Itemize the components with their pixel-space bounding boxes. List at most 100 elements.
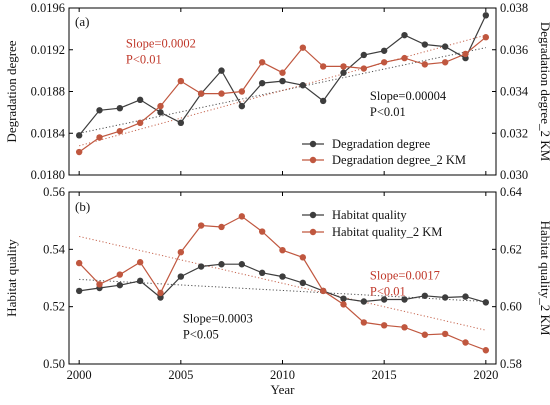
data-point [177,249,185,256]
data-point [218,67,225,74]
y2-tick-label: 0.62 [500,242,522,256]
data-point [136,259,144,266]
data-point [299,279,307,287]
data-point [238,261,246,268]
data-point [116,127,124,135]
data-point [218,261,225,268]
legend-marker [309,156,317,164]
data-point [116,105,124,112]
y2-axis-label: Degradation degree_2 KM [538,22,550,162]
legend-label: Habitat quality [332,208,407,222]
data-point [197,263,205,270]
y-tick-label: 0.0184 [31,126,66,140]
y2-tick-label: 0.60 [500,300,522,314]
data-point [177,77,185,85]
data-point [157,102,164,110]
data-point [136,96,144,104]
y-tick-label: 0.50 [43,357,65,371]
data-point [279,246,286,254]
data-point [421,41,429,48]
x-tick-label: 2010 [270,368,295,382]
data-point [360,298,368,305]
data-point [157,294,164,301]
y2-tick-label: 0.58 [500,357,522,371]
data-point [340,301,347,308]
trendline [79,34,486,147]
legend-marker [309,211,317,219]
data-point [360,65,368,72]
data-point [238,102,246,110]
y2-tick-label: 0.030 [500,168,528,182]
data-point [75,287,83,295]
data-point [340,69,347,76]
y2-tick-label: 0.038 [500,1,528,15]
data-point [421,61,429,68]
data-point [258,79,266,87]
y-tick-label: 0.0192 [31,43,65,57]
annotation-text: Slope=0.00004 [370,89,447,103]
data-point [136,119,144,127]
annotation-text: P<0.01 [126,53,162,67]
panel-label: (b) [75,199,90,214]
data-point [380,322,388,329]
legend-label: Habitat quality_2 KM [332,225,442,239]
y-tick-label: 0.0196 [31,1,65,15]
y-tick-label: 0.52 [43,300,65,314]
annotation-text: P<0.05 [183,328,219,342]
data-point [401,54,408,62]
data-point [136,277,144,285]
data-point [75,148,83,156]
y-tick-label: 0.0188 [31,85,65,99]
data-point [462,293,469,300]
trendline [79,47,486,134]
legend-marker [309,228,317,236]
y-axis-label: Habitat quality [4,239,19,317]
data-point [380,296,388,303]
data-point [401,296,408,303]
annotation-text: Slope=0.0003 [183,312,253,326]
data-point [299,254,307,261]
x-axis-label: Year [271,382,296,397]
y-tick-label: 0.54 [43,242,66,256]
data-point [380,47,388,54]
x-tick-label: 2015 [372,368,397,382]
data-point [279,69,286,76]
data-point [157,289,164,297]
data-point [299,44,307,51]
data-point [401,31,408,39]
trendline [79,235,486,331]
data-point [218,90,225,97]
data-point [462,339,469,346]
panel-1: 0.50 0.52 0.54 0.56 0.58 0.60 0.62 0.64 2000 2005… [4,185,550,397]
y2-tick-label: 0.032 [500,126,528,140]
y-tick-label: 0.56 [43,185,65,199]
data-point [96,134,103,141]
data-point [96,107,103,114]
data-point [319,63,327,70]
x-tick-label: 2020 [473,368,498,382]
y-axis-label: Degradation degree [4,40,19,142]
data-point [258,228,266,235]
data-point [197,222,205,229]
data-point [401,324,408,331]
data-point [279,77,286,85]
annotation-text: P<0.01 [370,284,406,298]
data-point [441,43,449,50]
data-point [482,34,490,41]
y2-tick-label: 0.034 [500,85,529,99]
data-point [75,259,83,267]
data-point [116,281,124,289]
data-point [218,223,225,231]
data-point [482,299,490,306]
data-point [96,281,103,288]
data-point [319,97,327,105]
data-point [360,319,368,326]
annotation-text: Slope=0.0002 [126,37,196,51]
data-point [258,269,266,277]
data-point [258,59,266,66]
data-point [177,119,185,127]
y-tick-label: 0.0180 [31,168,65,182]
data-point [380,59,388,66]
data-point [441,294,449,301]
